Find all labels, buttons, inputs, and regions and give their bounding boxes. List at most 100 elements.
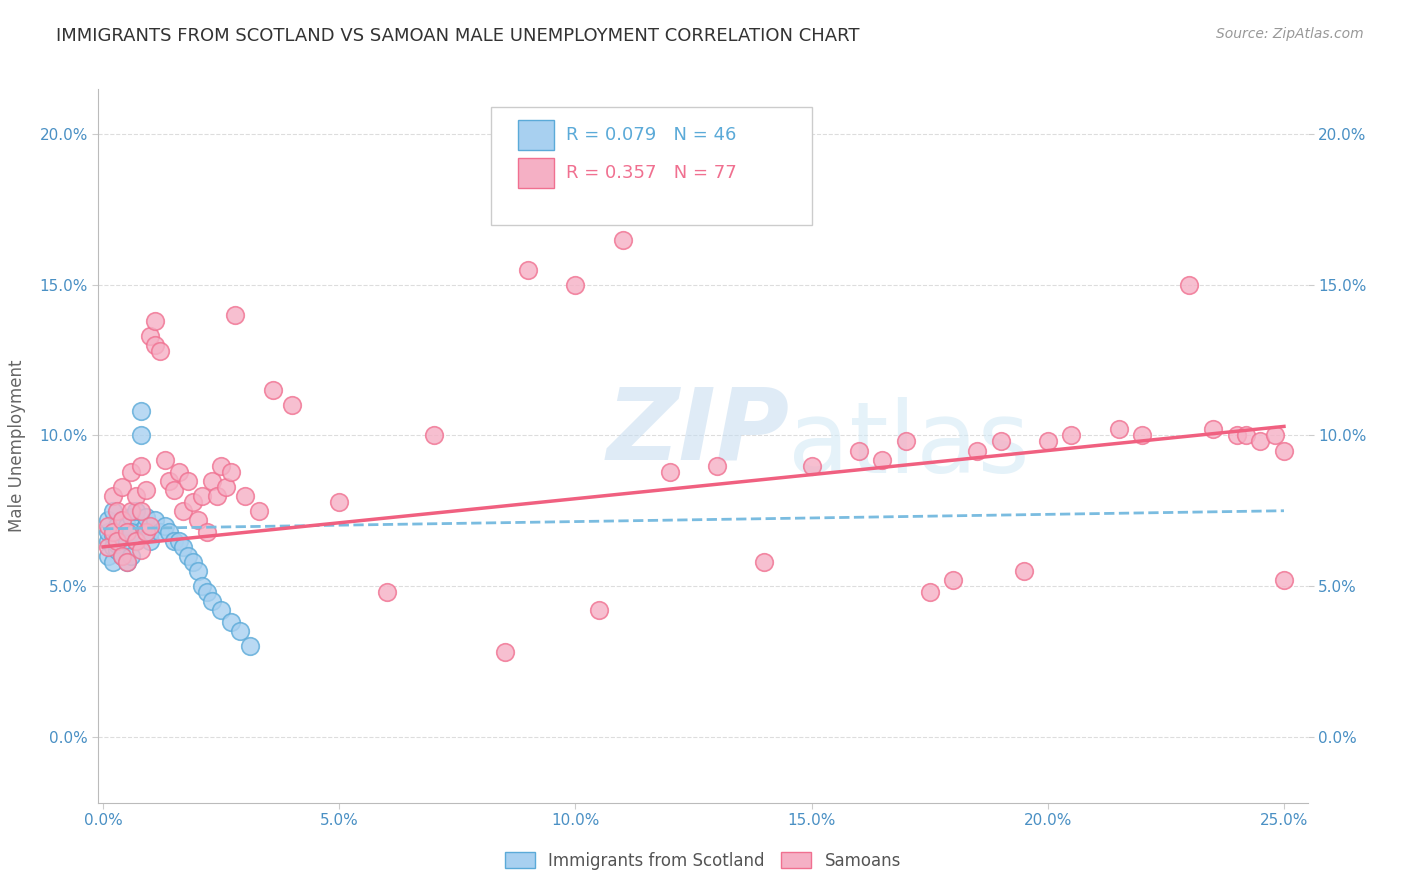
Point [135, 518, 157, 533]
Point [172, 504, 194, 518]
Point [328, 494, 350, 508]
Point [1263, 428, 1285, 442]
Point [191, 579, 214, 593]
Point [1234, 428, 1257, 442]
Point [229, 624, 252, 639]
Point [143, 314, 166, 328]
Point [129, 458, 152, 473]
Point [143, 513, 166, 527]
Point [135, 509, 157, 524]
Point [195, 585, 218, 599]
Y-axis label: Male Unemployment: Male Unemployment [8, 359, 25, 533]
Point [262, 384, 284, 398]
Point [101, 540, 124, 554]
Point [1272, 443, 1295, 458]
Point [121, 509, 143, 524]
Point [97, 513, 120, 527]
Point [233, 489, 256, 503]
Point [177, 474, 200, 488]
Point [848, 443, 870, 458]
Point [423, 428, 446, 442]
Point [281, 398, 304, 412]
Point [224, 308, 246, 322]
Point [111, 513, 134, 527]
Point [115, 524, 138, 539]
Point [97, 549, 120, 563]
Point [115, 533, 138, 548]
Point [163, 483, 186, 497]
Point [658, 465, 681, 479]
Point [209, 603, 232, 617]
Point [139, 533, 162, 548]
Point [115, 555, 138, 569]
Point [494, 645, 516, 659]
Point [517, 263, 540, 277]
Point [375, 585, 398, 599]
Point [872, 452, 894, 467]
Point [1060, 428, 1083, 442]
Point [111, 549, 134, 563]
Text: IMMIGRANTS FROM SCOTLAND VS SAMOAN MALE UNEMPLOYMENT CORRELATION CHART: IMMIGRANTS FROM SCOTLAND VS SAMOAN MALE … [56, 27, 859, 45]
Text: Source: ZipAtlas.com: Source: ZipAtlas.com [1216, 27, 1364, 41]
Point [612, 233, 634, 247]
Point [121, 524, 143, 539]
Point [1108, 422, 1130, 436]
Point [588, 603, 610, 617]
Point [135, 483, 157, 497]
Point [139, 518, 162, 533]
Point [163, 533, 186, 548]
Point [105, 537, 128, 551]
Point [172, 540, 194, 554]
Point [942, 573, 965, 587]
Point [177, 549, 200, 563]
Point [1130, 428, 1153, 442]
Point [754, 555, 776, 569]
Point [97, 533, 120, 548]
Point [1036, 434, 1059, 449]
Point [125, 533, 148, 548]
Point [129, 504, 152, 518]
Point [101, 528, 124, 542]
Point [139, 524, 162, 539]
Point [1178, 277, 1201, 292]
Point [125, 533, 148, 548]
Point [153, 518, 176, 533]
FancyBboxPatch shape [492, 107, 811, 225]
Point [105, 542, 128, 557]
Point [157, 524, 180, 539]
Point [129, 542, 152, 557]
Point [129, 428, 152, 442]
Point [101, 555, 124, 569]
Point [157, 474, 180, 488]
Text: R = 0.079   N = 46: R = 0.079 N = 46 [567, 126, 737, 144]
Text: R = 0.357   N = 77: R = 0.357 N = 77 [567, 164, 737, 182]
Point [105, 504, 128, 518]
Point [167, 533, 190, 548]
Point [101, 489, 124, 503]
Point [195, 524, 218, 539]
Point [247, 504, 270, 518]
Point [239, 639, 262, 653]
Point [143, 338, 166, 352]
Point [894, 434, 917, 449]
Point [706, 458, 728, 473]
Point [105, 518, 128, 533]
Text: atlas: atlas [787, 398, 1029, 494]
Point [125, 489, 148, 503]
Point [139, 329, 162, 343]
Point [219, 465, 242, 479]
Point [215, 480, 238, 494]
Point [187, 564, 209, 578]
Point [149, 524, 172, 539]
Point [121, 504, 143, 518]
Point [125, 504, 148, 518]
Point [129, 404, 152, 418]
Point [111, 480, 134, 494]
Point [97, 518, 120, 533]
Point [1202, 422, 1225, 436]
Point [800, 458, 823, 473]
Point [121, 465, 143, 479]
Point [135, 524, 157, 539]
Point [111, 549, 134, 563]
Point [181, 555, 204, 569]
